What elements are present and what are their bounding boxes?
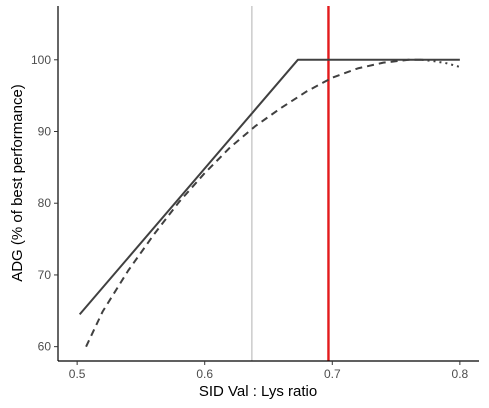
y-tick-label: 80 <box>38 196 52 210</box>
series-line-dotted <box>421 58 461 68</box>
y-tick-label: 90 <box>38 125 52 139</box>
x-tick-label: 0.7 <box>324 367 341 381</box>
reference-lines <box>251 6 330 361</box>
x-axis-title: SID Val : Lys ratio <box>199 383 317 400</box>
x-tick-label: 0.5 <box>69 367 86 381</box>
series-line-dashed <box>85 58 422 348</box>
axes <box>57 6 479 362</box>
y-tick-label: 60 <box>38 340 52 354</box>
y-tick-label: 100 <box>31 53 51 67</box>
x-tick-label: 0.6 <box>196 367 213 381</box>
y-tick-label: 70 <box>38 268 52 282</box>
x-tick-label: 0.8 <box>452 367 469 381</box>
ticks: 60 70 80 90 100 0.5 0.6 0.7 0.8 <box>31 53 469 381</box>
series-lines <box>78 58 461 348</box>
y-axis-title: ADG (% of best performance) <box>9 84 26 282</box>
series-line-solid <box>78 58 460 316</box>
